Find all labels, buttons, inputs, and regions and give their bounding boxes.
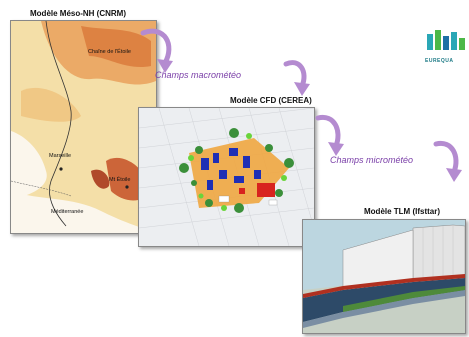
cfd-mesh-graphic (139, 108, 314, 246)
cfd-panel-title: Modèle CFD (CEREA) (230, 96, 312, 105)
meso-map-panel: Chaîne de l'Étoile Marseille Mt Étoile M… (10, 20, 157, 234)
arrow-macro-down-icon (283, 60, 310, 96)
flow-label-macro: Champs macrométéo (155, 70, 242, 80)
eurequa-logo-icon (427, 30, 465, 50)
eurequa-logo-text: EUREQUA (425, 58, 454, 64)
map-label-marseille: Marseille (49, 153, 72, 159)
meso-panel-title: Modèle Méso-NH (CNRM) (30, 9, 126, 18)
arrow-micro-icon (315, 114, 344, 156)
map-label-plateau: Chaîne de l'Étoile (88, 49, 131, 55)
tlm-model-panel (302, 219, 466, 334)
flow-label-micro: Champs micrométéo (330, 155, 414, 165)
tlm-street-graphic (303, 220, 465, 333)
map-label-etoile: Mt Étoile (109, 177, 131, 183)
map-label-mediterranee: Méditerranée (51, 209, 84, 215)
arrow-micro-down-icon (433, 140, 462, 182)
tlm-panel-title: Modèle TLM (Ifsttar) (364, 207, 440, 216)
meso-map-graphic (11, 21, 156, 233)
arrow-macro-icon (140, 28, 173, 73)
cfd-model-panel (138, 107, 315, 247)
